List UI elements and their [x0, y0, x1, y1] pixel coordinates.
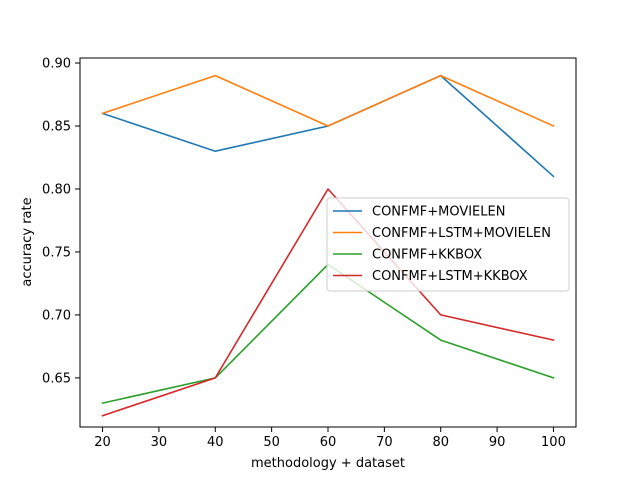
legend-label-3: CONFMF+KKBOX — [372, 248, 482, 263]
x-tick-label: 90 — [489, 435, 506, 450]
legend-label-4: CONFMF+LSTM+KKBOX — [372, 269, 528, 284]
y-tick-label: 0.70 — [42, 308, 71, 323]
legend-box — [326, 197, 570, 292]
x-tick-label: 40 — [207, 435, 224, 450]
series-line-4 — [101, 188, 555, 417]
legend: CONFMF+MOVIELEN CONFMF+LSTM+MOVIELEN CONFM… — [326, 197, 570, 292]
x-tick-label: 50 — [263, 435, 280, 450]
x-tick-label: 70 — [376, 435, 393, 450]
y-axis-ticks: 0.65 0.70 0.75 0.80 0.85 0.90 — [42, 57, 80, 386]
x-tick-label: 100 — [541, 435, 566, 450]
y-tick-label: 0.65 — [42, 371, 71, 386]
y-axis-label: accuracy rate — [20, 197, 35, 286]
y-tick-label: 0.75 — [42, 245, 71, 260]
y-tick-label: 0.90 — [42, 57, 71, 72]
x-tick-label: 60 — [320, 435, 337, 450]
series-line-2 — [101, 74, 555, 128]
y-tick-label: 0.85 — [42, 120, 71, 135]
x-tick-label: 20 — [94, 435, 111, 450]
y-tick-label: 0.80 — [42, 182, 71, 197]
x-axis-ticks: 20 30 40 50 60 70 80 90 100 — [94, 427, 566, 450]
x-axis-label: methodology + dataset — [251, 456, 405, 471]
legend-label-1: CONFMF+MOVIELEN — [372, 205, 505, 220]
x-tick-label: 30 — [151, 435, 168, 450]
legend-label-2: CONFMF+LSTM+MOVIELEN — [372, 226, 551, 241]
x-tick-label: 80 — [432, 435, 449, 450]
